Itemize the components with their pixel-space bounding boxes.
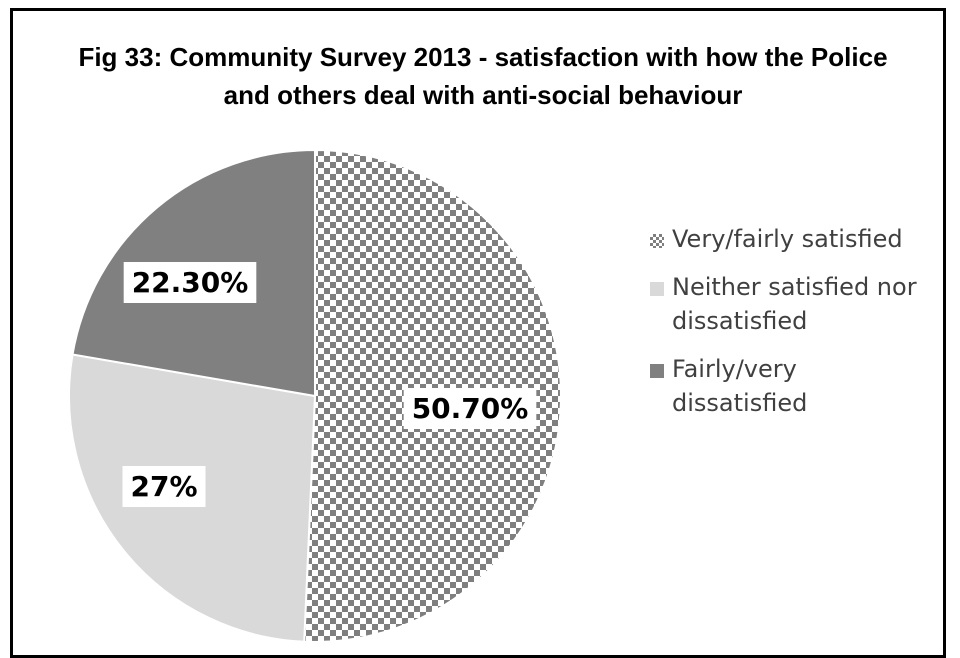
chart-title: Fig 33: Community Survey 2013 - satisfac… xyxy=(20,38,946,114)
legend-item-very-fairly-satisfied: Very/fairly satisfied xyxy=(648,222,948,256)
legend-label-line-2: dissatisfied xyxy=(672,307,808,335)
data-label-2: 22.30% xyxy=(132,266,249,299)
data-label-1: 27% xyxy=(130,470,197,503)
data-label-0: 50.70% xyxy=(412,392,529,425)
legend-label-line-1: Fairly/very xyxy=(672,355,797,383)
chart-title-line-1: Fig 33: Community Survey 2013 - satisfac… xyxy=(78,42,888,72)
data-label-box-2 xyxy=(123,262,257,303)
data-label-box-1 xyxy=(122,466,206,507)
data-label-box-0 xyxy=(403,388,537,429)
legend-label: Very/fairly satisfied xyxy=(672,225,903,253)
legend-label-line-2: dissatisfied xyxy=(672,389,808,417)
chart-legend: Very/fairly satisfied Neither satisfied … xyxy=(648,222,948,434)
chart-title-line-2: and others deal with anti-social behavio… xyxy=(223,80,743,110)
legend-swatch xyxy=(650,282,664,296)
legend-label-line-1: Neither satisfied nor xyxy=(672,273,917,301)
legend-swatch xyxy=(650,364,664,378)
legend-item-neither: Neither satisfied nor dissatisfied xyxy=(648,270,948,338)
legend-swatch xyxy=(650,234,664,248)
legend-item-fairly-very-dissatisfied: Fairly/very dissatisfied xyxy=(648,352,948,420)
